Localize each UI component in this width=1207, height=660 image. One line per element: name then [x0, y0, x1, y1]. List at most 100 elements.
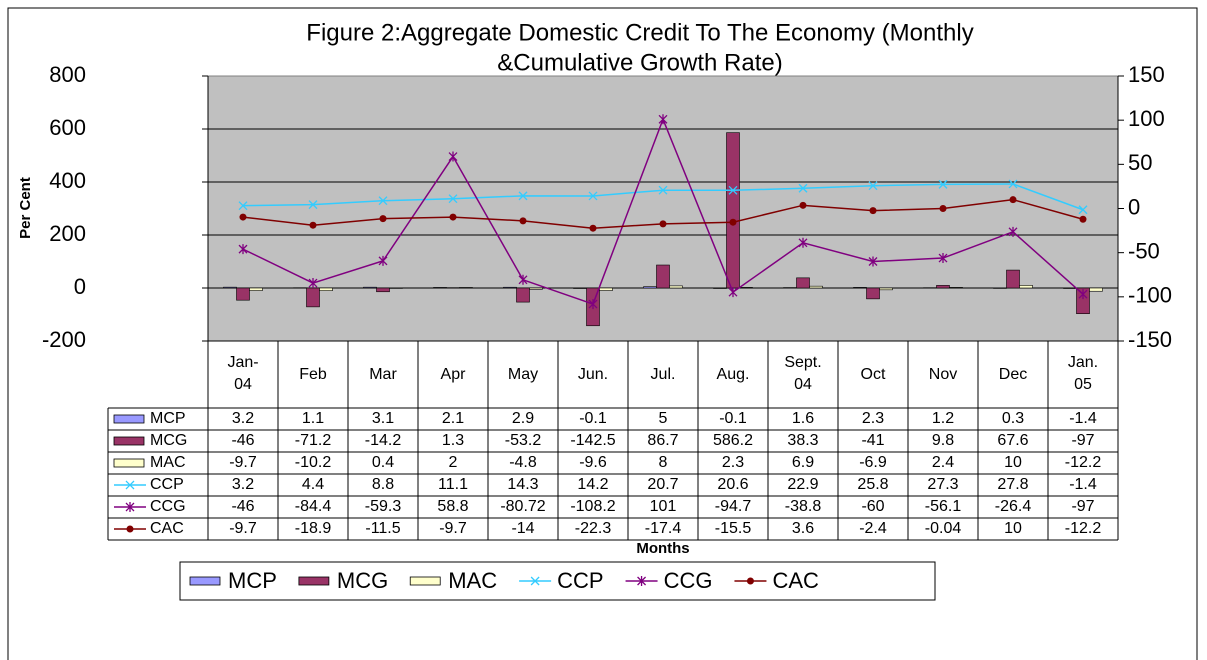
line-marker	[728, 287, 738, 298]
bar	[739, 287, 753, 289]
bar	[516, 287, 530, 303]
legend-key-marker	[746, 577, 754, 585]
table-cell: -22.3	[575, 520, 612, 537]
line-marker	[658, 114, 668, 125]
line-marker	[868, 256, 878, 267]
bar	[319, 287, 333, 292]
legend-key-marker	[637, 576, 647, 586]
table-cell: -71.2	[295, 432, 332, 449]
line-marker	[588, 299, 598, 310]
line-marker	[729, 218, 737, 226]
chart-title: Figure 2:Aggregate Domestic Credit To Th…	[306, 19, 973, 46]
table-cell: -108.2	[570, 498, 615, 515]
table-cell: -9.7	[229, 454, 257, 471]
bar	[376, 287, 390, 293]
bar	[573, 287, 587, 289]
table-cell: -38.8	[785, 498, 822, 515]
line-marker	[1008, 179, 1018, 189]
bar	[866, 287, 880, 300]
line-marker	[589, 224, 597, 232]
table-cell: -10.2	[295, 454, 332, 471]
bar	[446, 287, 460, 289]
bar	[306, 287, 320, 308]
table-cell: -97	[1071, 432, 1094, 449]
table-cell: 0.4	[372, 454, 394, 471]
x-tick-label: May	[508, 366, 538, 383]
table-cell: 1.6	[792, 410, 814, 427]
bar	[993, 287, 1007, 289]
y2-tick-label: -50	[1128, 238, 1160, 263]
table-cell: 8.8	[372, 476, 394, 493]
table-legend-key-marker	[125, 502, 135, 512]
line-marker	[659, 220, 667, 228]
table-cell: -1.4	[1069, 410, 1097, 427]
line-marker	[239, 213, 247, 221]
table-cell: 1.3	[442, 432, 464, 449]
legend-label: CCG	[664, 568, 713, 593]
table-cell: -53.2	[505, 432, 542, 449]
table-cell: -4.8	[509, 454, 537, 471]
table-legend-key-marker	[126, 525, 134, 533]
bar	[643, 286, 657, 289]
table-cell: 3.6	[792, 520, 814, 537]
x-tick-label: Apr	[441, 366, 467, 383]
table-cell: -0.1	[579, 410, 607, 427]
table-cell: 2.3	[862, 410, 884, 427]
table-cell: 14.3	[507, 476, 538, 493]
line-marker	[658, 185, 668, 195]
table-series-name: MCP	[150, 410, 186, 427]
y-tick-label: 200	[49, 221, 86, 246]
x-tick-label: Oct	[861, 366, 886, 383]
table-cell: -14.2	[365, 432, 402, 449]
table-legend-key	[113, 414, 145, 424]
line-marker	[519, 217, 527, 225]
table-legend-key	[113, 436, 145, 446]
table-cell: 20.6	[717, 476, 748, 493]
bar	[459, 287, 473, 289]
x-tick-label: Mar	[369, 366, 397, 383]
bar	[783, 287, 797, 289]
line-marker	[308, 200, 318, 210]
legend-key-marker	[530, 576, 540, 586]
table-cell: -84.4	[295, 498, 332, 515]
bar	[923, 287, 937, 289]
table-cell: 101	[650, 498, 677, 515]
table-cell: 10	[1004, 520, 1022, 537]
table-cell: 58.8	[437, 498, 468, 515]
table-cell: -56.1	[925, 498, 962, 515]
table-cell: 1.2	[932, 410, 954, 427]
table-cell: -9.7	[229, 520, 257, 537]
y-tick-label: -200	[42, 327, 86, 352]
legend-key	[298, 576, 330, 586]
y-tick-label: 600	[49, 115, 86, 140]
bar	[1089, 287, 1103, 292]
y2-tick-label: 50	[1128, 150, 1152, 175]
chart-frame	[7, 7, 1198, 660]
bar	[809, 285, 823, 289]
bar	[669, 285, 683, 289]
line-marker	[799, 201, 807, 209]
table-cell: 14.2	[577, 476, 608, 493]
line-marker	[448, 194, 458, 204]
line-marker	[518, 274, 528, 285]
table-cell: 1.1	[302, 410, 324, 427]
legend-label: MCP	[228, 568, 277, 593]
line-marker	[238, 244, 248, 255]
table-cell: -9.6	[579, 454, 607, 471]
table-cell: 20.7	[647, 476, 678, 493]
bar	[223, 286, 237, 289]
bar	[599, 287, 613, 291]
table-cell: -59.3	[365, 498, 402, 515]
table-series-name: MCG	[150, 432, 187, 449]
line-marker	[379, 215, 387, 223]
table-cell: -2.4	[859, 520, 887, 537]
table-cell: -80.72	[500, 498, 545, 515]
bar	[1063, 287, 1077, 289]
x-tick-label: Aug.	[717, 366, 750, 383]
table-cell: 86.7	[647, 432, 678, 449]
x-tick-label: Dec	[999, 366, 1027, 383]
line-marker	[1078, 289, 1088, 300]
x-tick-label: Nov	[929, 366, 957, 383]
table-cell: 11.1	[438, 476, 468, 493]
